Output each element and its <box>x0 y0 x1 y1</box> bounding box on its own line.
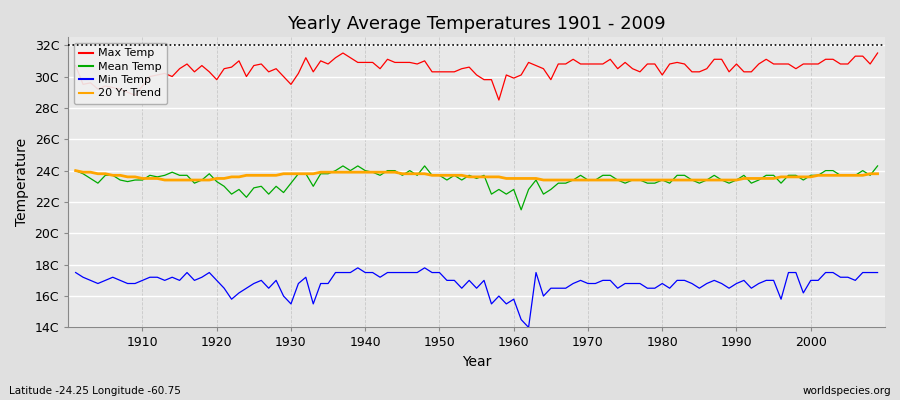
Text: worldspecies.org: worldspecies.org <box>803 386 891 396</box>
Title: Yearly Average Temperatures 1901 - 2009: Yearly Average Temperatures 1901 - 2009 <box>287 15 666 33</box>
Legend: Max Temp, Mean Temp, Min Temp, 20 Yr Trend: Max Temp, Mean Temp, Min Temp, 20 Yr Tre… <box>74 43 167 104</box>
Text: Latitude -24.25 Longitude -60.75: Latitude -24.25 Longitude -60.75 <box>9 386 181 396</box>
Y-axis label: Temperature: Temperature <box>15 138 29 226</box>
X-axis label: Year: Year <box>462 355 491 369</box>
